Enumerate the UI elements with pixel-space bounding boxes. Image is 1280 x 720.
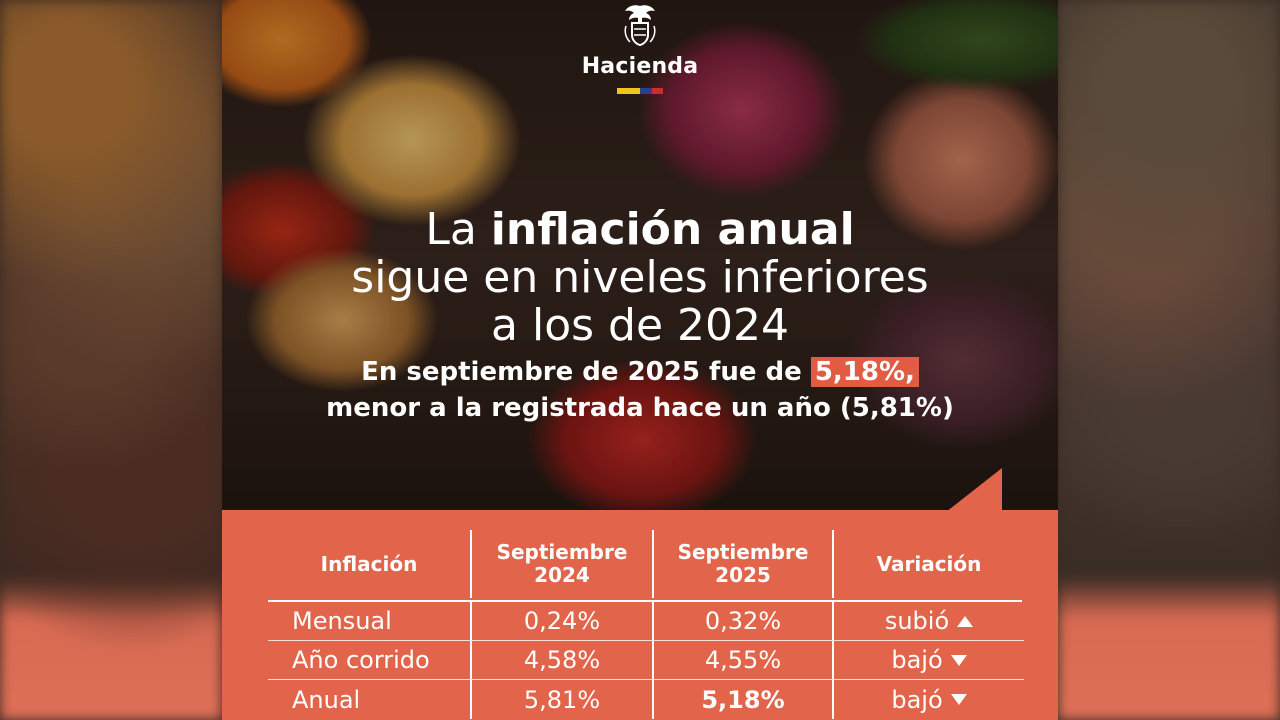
arrow-down-icon [950, 694, 967, 705]
headline: La inflación anual sigue en niveles infe… [351, 204, 929, 351]
colombia-flag-stripe [617, 88, 663, 94]
table-row: Año corrido 4,58% 4,55% bajó [268, 641, 1024, 680]
arrow-up-icon [957, 615, 974, 627]
variation: bajó [834, 680, 1024, 719]
subheadline: En septiembre de 2025 fue de 5,18%, meno… [326, 357, 954, 423]
highlight-value: 5,18%, [810, 357, 919, 387]
table-row: Mensual 0,24% 0,32% subió [268, 602, 1024, 641]
row-label: Año corrido [268, 641, 472, 679]
value-2025: 4,55% [654, 641, 834, 679]
variation: subió [834, 602, 1024, 640]
data-panel [222, 510, 1058, 720]
value-2024: 4,58% [472, 641, 654, 679]
value-2025: 0,32% [654, 602, 834, 640]
blurred-background-right [1058, 0, 1280, 720]
row-label: Anual [268, 680, 472, 719]
header-variacion: Variación [876, 551, 982, 576]
panel-notch [946, 468, 1002, 512]
value-2025: 5,18% [654, 680, 834, 719]
produce-photo [222, 0, 1058, 512]
value-2024: 5,81% [472, 680, 654, 719]
inflation-table: Inflación Septiembre 2024 Septiembre 2025 … [268, 530, 1024, 719]
row-label: Mensual [268, 602, 472, 640]
coat-of-arms-icon [624, 5, 656, 47]
variation: bajó [834, 641, 1024, 679]
header-sep-2024: Septiembre 2024 [472, 530, 654, 598]
brand-name: Hacienda [581, 54, 699, 79]
blurred-background-left [0, 0, 222, 720]
value-2024: 0,24% [472, 602, 654, 640]
table-row: Anual 5,81% 5,18% bajó [268, 680, 1024, 719]
infographic: Hacienda La inflación anual sigue en niv… [222, 0, 1058, 720]
header-inflacion: Inflación [268, 530, 472, 598]
table-header: Inflación Septiembre 2024 Septiembre 2025 … [268, 530, 1024, 598]
headline-emphasis: inflación anual [490, 204, 855, 255]
header-sep-2025: Septiembre 2025 [654, 530, 834, 598]
arrow-down-icon [950, 654, 967, 666]
